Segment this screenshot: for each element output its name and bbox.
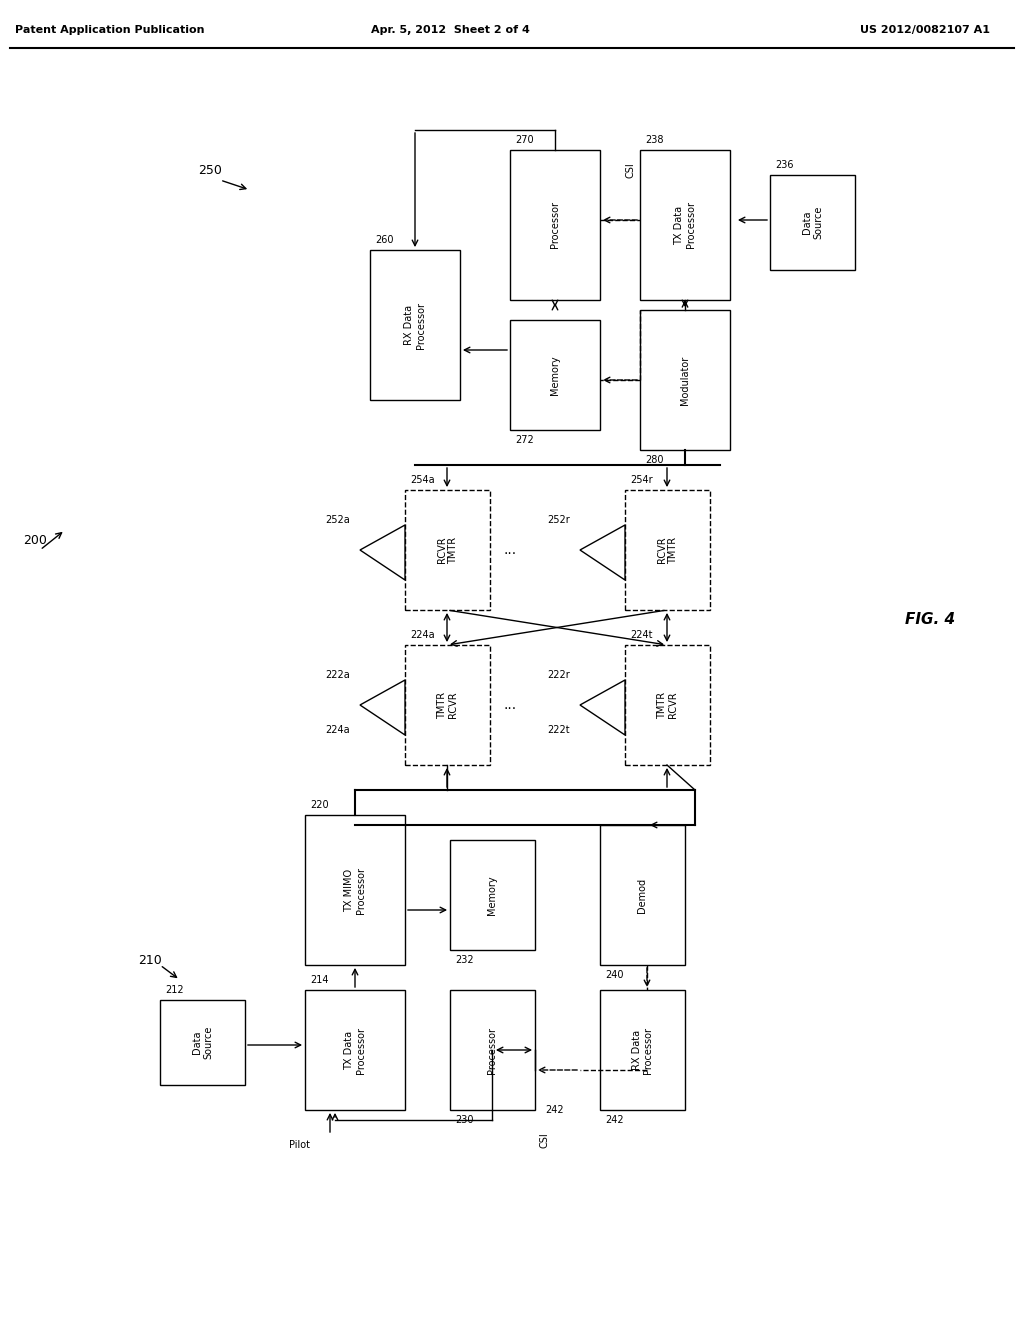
Text: 270: 270 [515, 135, 534, 145]
Text: CSI: CSI [540, 1133, 550, 1148]
FancyBboxPatch shape [625, 490, 710, 610]
FancyBboxPatch shape [370, 249, 460, 400]
Text: 254r: 254r [630, 475, 652, 484]
Text: 212: 212 [165, 985, 183, 995]
Text: Processor: Processor [550, 202, 560, 248]
Text: 224a: 224a [410, 630, 434, 640]
Text: Memory: Memory [550, 355, 560, 395]
Text: 222r: 222r [547, 671, 570, 680]
Text: 222a: 222a [326, 671, 350, 680]
Text: 214: 214 [310, 975, 329, 985]
FancyBboxPatch shape [305, 814, 406, 965]
Text: 242: 242 [605, 1115, 624, 1125]
Text: 236: 236 [775, 160, 794, 170]
Text: FIG. 4: FIG. 4 [905, 612, 955, 627]
Text: 232: 232 [455, 954, 474, 965]
Text: 252r: 252r [547, 515, 570, 525]
FancyBboxPatch shape [450, 840, 535, 950]
FancyBboxPatch shape [640, 150, 730, 300]
FancyBboxPatch shape [600, 990, 685, 1110]
Text: TX MIMO
Processor: TX MIMO Processor [344, 866, 366, 913]
Text: 240: 240 [605, 970, 624, 979]
Text: 220: 220 [310, 800, 329, 810]
Text: 238: 238 [645, 135, 664, 145]
FancyBboxPatch shape [600, 825, 685, 965]
Text: TMTR
RCVR: TMTR RCVR [656, 692, 678, 718]
Text: TX Data
Processor: TX Data Processor [344, 1027, 366, 1073]
Text: Data
Source: Data Source [802, 206, 823, 239]
Text: TX Data
Processor: TX Data Processor [674, 202, 695, 248]
Text: 250: 250 [198, 164, 222, 177]
Polygon shape [580, 680, 625, 735]
Text: US 2012/0082107 A1: US 2012/0082107 A1 [860, 25, 990, 36]
Text: RCVR
TMTR: RCVR TMTR [436, 536, 459, 564]
Polygon shape [580, 525, 625, 579]
Text: ...: ... [504, 543, 516, 557]
Text: Apr. 5, 2012  Sheet 2 of 4: Apr. 5, 2012 Sheet 2 of 4 [371, 25, 529, 36]
Text: Memory: Memory [487, 875, 498, 915]
Text: 254a: 254a [410, 475, 434, 484]
Text: 200: 200 [24, 533, 47, 546]
FancyBboxPatch shape [640, 310, 730, 450]
Text: 222t: 222t [548, 725, 570, 735]
Text: ...: ... [504, 698, 516, 711]
Text: TMTR
RCVR: TMTR RCVR [436, 692, 459, 718]
FancyBboxPatch shape [305, 990, 406, 1110]
Text: RCVR
TMTR: RCVR TMTR [656, 536, 678, 564]
Text: Modulator: Modulator [680, 355, 690, 405]
Text: Demod: Demod [638, 878, 647, 912]
Text: 210: 210 [138, 953, 162, 966]
Text: 224t: 224t [630, 630, 652, 640]
Text: Pilot: Pilot [290, 1140, 310, 1150]
Text: Patent Application Publication: Patent Application Publication [15, 25, 205, 36]
FancyBboxPatch shape [510, 150, 600, 300]
Text: CSI: CSI [625, 162, 635, 178]
Text: RX Data
Processor: RX Data Processor [404, 301, 426, 348]
Text: 224a: 224a [326, 725, 350, 735]
FancyBboxPatch shape [625, 645, 710, 766]
Text: RX Data
Processor: RX Data Processor [632, 1027, 653, 1073]
FancyBboxPatch shape [406, 490, 490, 610]
FancyBboxPatch shape [770, 176, 855, 271]
Text: Processor: Processor [487, 1027, 498, 1073]
FancyBboxPatch shape [160, 1001, 245, 1085]
Polygon shape [360, 525, 406, 579]
Text: 252a: 252a [326, 515, 350, 525]
Polygon shape [360, 680, 406, 735]
Text: 272: 272 [515, 436, 534, 445]
FancyBboxPatch shape [406, 645, 490, 766]
Text: 260: 260 [375, 235, 393, 246]
Text: 280: 280 [645, 455, 664, 465]
FancyBboxPatch shape [510, 319, 600, 430]
Text: Data
Source: Data Source [191, 1026, 213, 1059]
Text: 242: 242 [545, 1105, 563, 1115]
FancyBboxPatch shape [450, 990, 535, 1110]
Text: 230: 230 [455, 1115, 473, 1125]
